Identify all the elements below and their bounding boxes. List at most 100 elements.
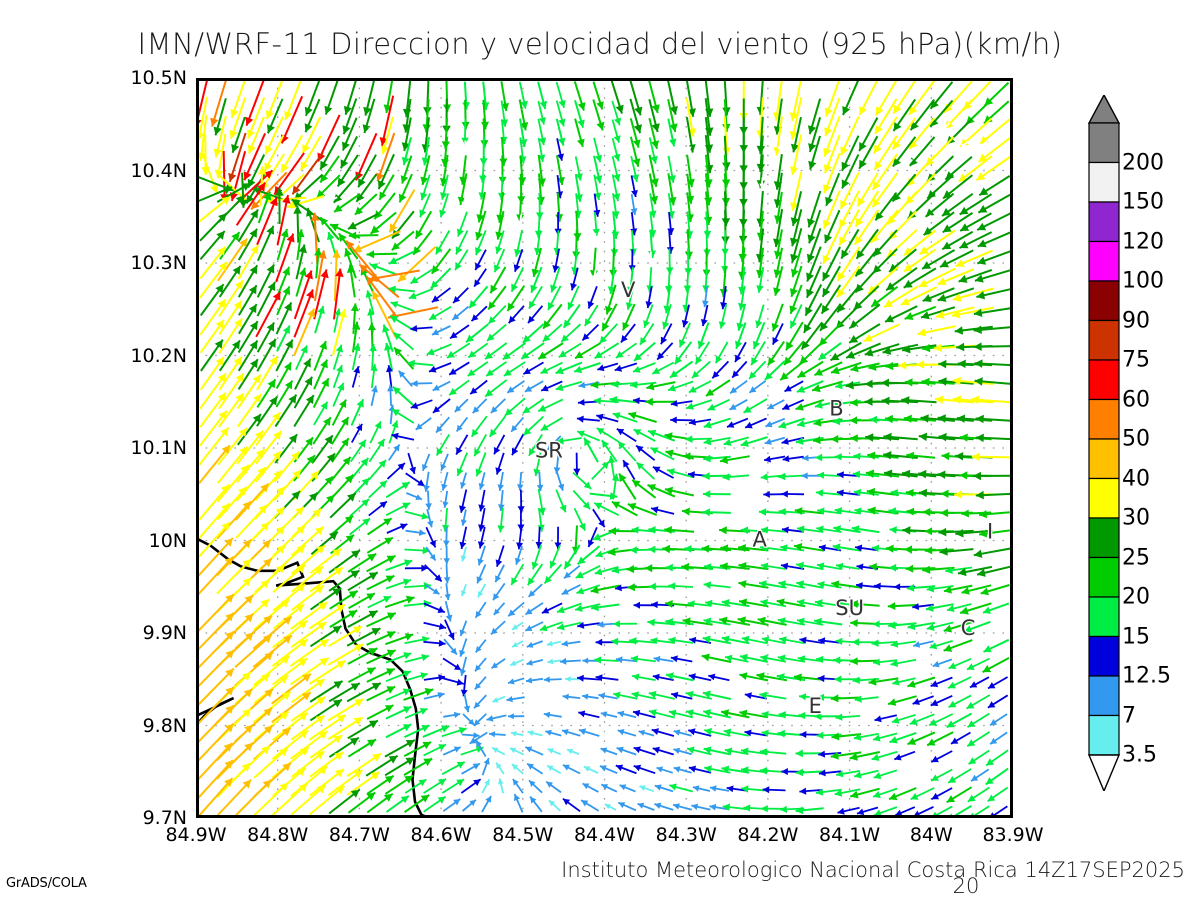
wind-arrow-head bbox=[541, 607, 550, 614]
wind-arrow-head bbox=[333, 567, 343, 576]
wind-arrow-head bbox=[442, 524, 450, 532]
wind-arrow-head bbox=[443, 540, 450, 547]
wind-arrow-head bbox=[344, 248, 352, 257]
wind-arrow-head bbox=[473, 719, 481, 726]
wind-arrow-head bbox=[807, 125, 817, 135]
wind-arrow-head bbox=[257, 467, 266, 476]
wind-arrow-head bbox=[350, 303, 359, 312]
wind-arrow-shaft bbox=[252, 691, 292, 724]
wind-arrow-head bbox=[244, 613, 254, 623]
wind-arrow-head bbox=[410, 276, 419, 284]
wind-arrow-head bbox=[557, 606, 565, 614]
wind-arrow-head bbox=[888, 563, 897, 572]
wind-arrow-head bbox=[367, 308, 375, 316]
wind-arrow-head bbox=[281, 163, 289, 173]
wind-arrow-head bbox=[841, 249, 849, 259]
wind-arrow-head bbox=[739, 672, 748, 680]
wind-arrow-head bbox=[816, 525, 824, 533]
wind-arrow-head bbox=[904, 312, 914, 320]
wind-arrow-head bbox=[508, 678, 515, 685]
wind-arrow-head bbox=[865, 469, 875, 478]
y-axis-tick-label: 10.3N bbox=[130, 252, 187, 274]
wind-arrow-head bbox=[283, 635, 292, 644]
wind-arrow-head bbox=[930, 680, 939, 688]
wind-arrow-head bbox=[641, 620, 647, 627]
wind-arrow-head bbox=[715, 355, 723, 364]
wind-arrow-head bbox=[355, 171, 364, 181]
wind-arrow-head bbox=[427, 520, 434, 528]
wind-arrow-head bbox=[512, 447, 519, 456]
wind-arrow-head bbox=[262, 540, 271, 549]
wind-arrow-head bbox=[346, 240, 355, 250]
wind-arrow-head bbox=[958, 567, 967, 577]
colorbar-band bbox=[1088, 635, 1120, 677]
wind-arrow-head bbox=[887, 602, 896, 610]
wind-arrow-head bbox=[884, 308, 891, 314]
wind-arrow-head bbox=[492, 697, 499, 703]
wind-arrow-head bbox=[926, 623, 935, 631]
wind-arrow-head bbox=[326, 453, 335, 463]
wind-arrow-head bbox=[692, 785, 700, 792]
wind-arrow-head bbox=[817, 674, 825, 683]
wind-arrow-head bbox=[459, 505, 467, 513]
wind-arrow-head bbox=[796, 598, 805, 607]
wind-arrow-head bbox=[615, 350, 624, 358]
wind-arrow-head bbox=[704, 197, 713, 206]
wind-arrow-head bbox=[784, 385, 792, 392]
wind-arrow-head bbox=[556, 516, 562, 522]
wind-arrow-head bbox=[790, 268, 799, 278]
wind-arrow-head bbox=[542, 334, 551, 342]
wind-arrow-head bbox=[902, 526, 911, 535]
wind-arrow-head bbox=[867, 506, 876, 515]
wind-arrow-head bbox=[217, 246, 226, 256]
wind-arrow-head bbox=[954, 490, 963, 499]
map-place-label: B bbox=[829, 396, 843, 420]
wind-arrow-head bbox=[887, 215, 896, 225]
wind-arrow-head bbox=[353, 626, 362, 634]
wind-arrow-head bbox=[350, 570, 360, 579]
wind-arrow-head bbox=[223, 186, 232, 195]
wind-arrow-head bbox=[786, 341, 794, 351]
wind-arrow-head bbox=[889, 526, 897, 534]
wind-arrow-head bbox=[247, 178, 256, 188]
wind-arrow-head bbox=[298, 267, 307, 277]
wind-arrow-head bbox=[558, 350, 567, 358]
wind-arrow-head bbox=[966, 701, 975, 709]
wind-arrow-head bbox=[327, 232, 335, 241]
wind-arrow-head bbox=[995, 622, 1002, 628]
footer-institution: Instituto Meteorologico Nacional Costa R… bbox=[561, 858, 1185, 882]
wind-arrow-head bbox=[336, 766, 343, 772]
wind-arrow-head bbox=[701, 653, 710, 662]
wind-arrow-head bbox=[817, 581, 825, 589]
wind-arrow-head bbox=[931, 792, 940, 800]
wind-arrow-head bbox=[615, 656, 623, 664]
wind-arrow-head bbox=[782, 455, 790, 463]
wind-arrow-head bbox=[922, 343, 931, 353]
wind-arrow-head bbox=[296, 584, 306, 593]
wind-arrow-head bbox=[673, 766, 681, 773]
wind-arrow-head bbox=[947, 604, 955, 613]
wind-arrow-head bbox=[497, 525, 505, 533]
wind-arrow-shaft bbox=[228, 132, 247, 183]
wind-arrow-head bbox=[299, 730, 309, 739]
x-axis-tick-label: 84.3W bbox=[655, 824, 717, 846]
wind-arrow-head bbox=[261, 673, 270, 682]
wind-arrow-head bbox=[845, 381, 854, 390]
wind-arrow-head bbox=[918, 469, 927, 479]
wind-arrow-head bbox=[225, 705, 234, 714]
wind-arrow-head bbox=[245, 116, 254, 126]
wind-arrow-shaft bbox=[197, 667, 235, 706]
wind-arrow-head bbox=[442, 219, 448, 226]
wind-arrow-head bbox=[231, 144, 240, 153]
wind-arrow-head bbox=[667, 146, 674, 153]
wind-arrow-head bbox=[456, 761, 465, 769]
wind-arrow-head bbox=[752, 491, 759, 498]
wind-arrow-head bbox=[471, 428, 479, 437]
wind-arrow-head bbox=[940, 489, 949, 498]
wind-arrow-head bbox=[651, 123, 660, 132]
wind-arrow-head bbox=[633, 709, 641, 717]
wind-arrow-head bbox=[667, 468, 675, 476]
wind-arrow-head bbox=[559, 504, 567, 513]
wind-arrow-head bbox=[421, 564, 428, 572]
wind-arrow-head bbox=[354, 206, 364, 215]
